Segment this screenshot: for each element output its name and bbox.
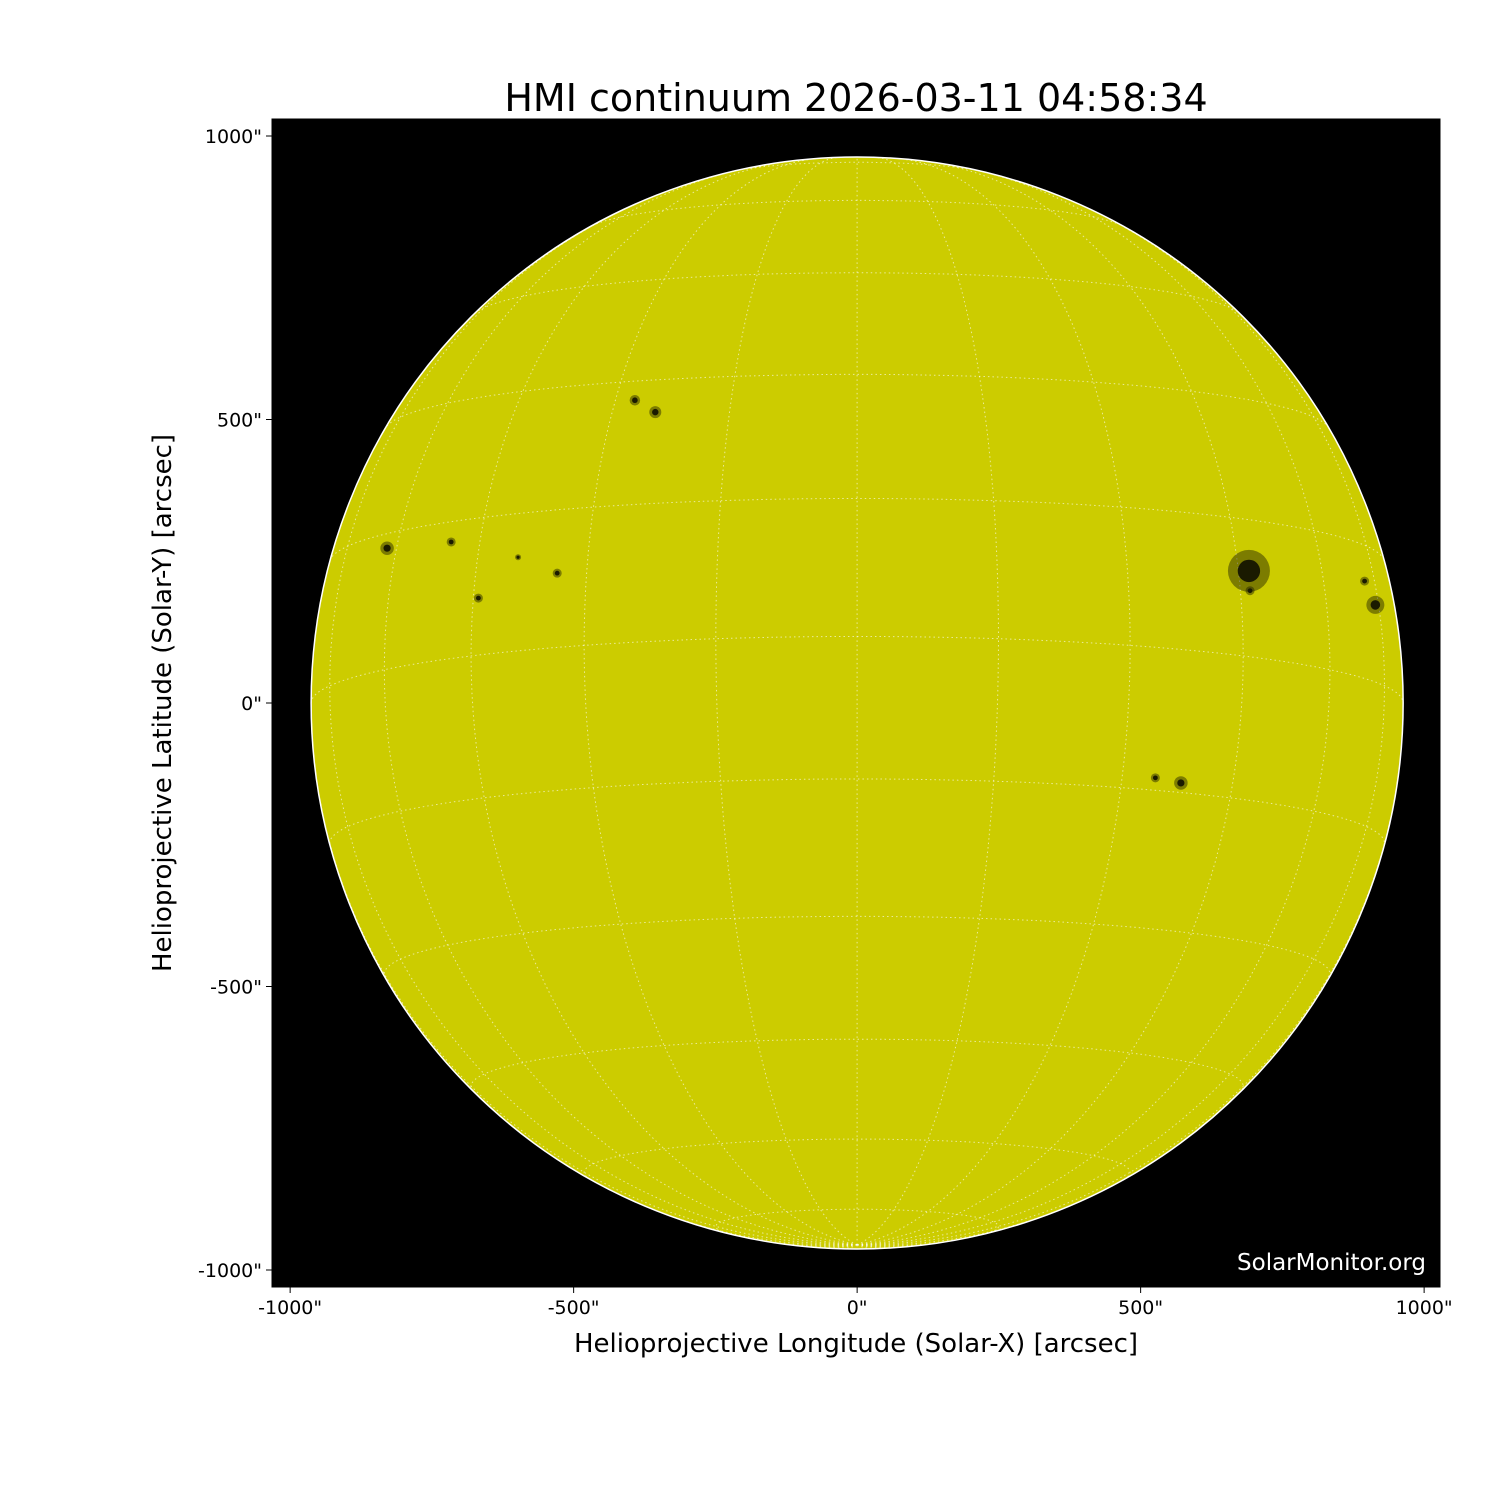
chart-title: HMI continuum 2026-03-11 04:58:34 <box>504 76 1207 120</box>
longitude-gridline <box>857 1204 1072 1246</box>
longitude-gridline <box>857 207 1386 1246</box>
longitude-gridline <box>856 158 1131 1246</box>
latitude-gridline <box>474 272 1240 314</box>
longitude-gridline <box>383 168 858 1246</box>
sunspot-umbra <box>1247 588 1253 594</box>
x-tick-label: 1000" <box>1396 1297 1453 1319</box>
sunspot-umbra <box>554 570 560 576</box>
y-tick-label: 1000" <box>205 126 262 148</box>
longitude-gridline <box>857 160 1244 1246</box>
longitude-gridline <box>310 702 858 1246</box>
x-tick-label: 500" <box>1118 1297 1163 1319</box>
latitude-gridline <box>329 498 1385 561</box>
solar-disk <box>310 156 1404 1250</box>
sunspot-umbra <box>448 539 454 545</box>
sunspot-umbra <box>516 555 520 559</box>
latitude-gridline <box>383 915 1331 979</box>
watermark: SolarMonitor.org <box>1237 1250 1426 1276</box>
axis-ticks: -1000" -500" 0" 500" 1000" -1000" -500" 0" 500" 1… <box>198 126 1453 1319</box>
longitude-gridline <box>857 1244 911 1248</box>
longitude-gridline <box>857 168 1331 1246</box>
sunspot-umbra <box>632 397 638 404</box>
longitude-gridline <box>758 1239 858 1247</box>
solar-disk-layer <box>310 156 1404 1250</box>
sunspot-umbra <box>1362 578 1367 584</box>
sunspot-umbra <box>1370 600 1381 610</box>
longitude-gridline <box>642 1204 858 1246</box>
y-tick-label: 500" <box>217 410 262 432</box>
x-tick-label: -500" <box>548 1297 600 1319</box>
longitude-gridline <box>857 1244 896 1249</box>
x-tick-label: -1000" <box>258 1297 322 1319</box>
longitude-gridline <box>583 158 858 1246</box>
x-tick-label: 0" <box>847 1297 868 1319</box>
y-tick-label: -1000" <box>198 1260 262 1282</box>
sunspot-umbra <box>475 595 481 601</box>
y-axis-label: Helioprojective Latitude (Solar-Y) [arcs… <box>148 434 178 972</box>
sunspot-umbra <box>1152 775 1158 781</box>
sunspot-umbra <box>652 408 659 416</box>
latitude-gridline <box>386 373 1328 427</box>
longitude-gridline <box>856 156 1000 1246</box>
longitude-gridline <box>329 207 858 1246</box>
longitude-gridline <box>715 156 858 1246</box>
y-tick-label: 0" <box>241 693 262 715</box>
sunspot-umbra <box>383 544 391 552</box>
latitude-gridline <box>732 161 983 172</box>
longitude-gridline <box>470 160 858 1246</box>
sunspot-umbra <box>1177 779 1185 787</box>
longitude-gridline <box>819 1244 858 1249</box>
longitude-gridline <box>857 702 1404 1246</box>
sunspot-umbra <box>1237 559 1261 583</box>
longitude-gridline <box>857 1239 956 1247</box>
latitude-gridline <box>583 1138 1131 1180</box>
x-axis-label: Helioprojective Longitude (Solar-X) [arc… <box>574 1329 1138 1359</box>
y-tick-label: -500" <box>210 976 262 998</box>
